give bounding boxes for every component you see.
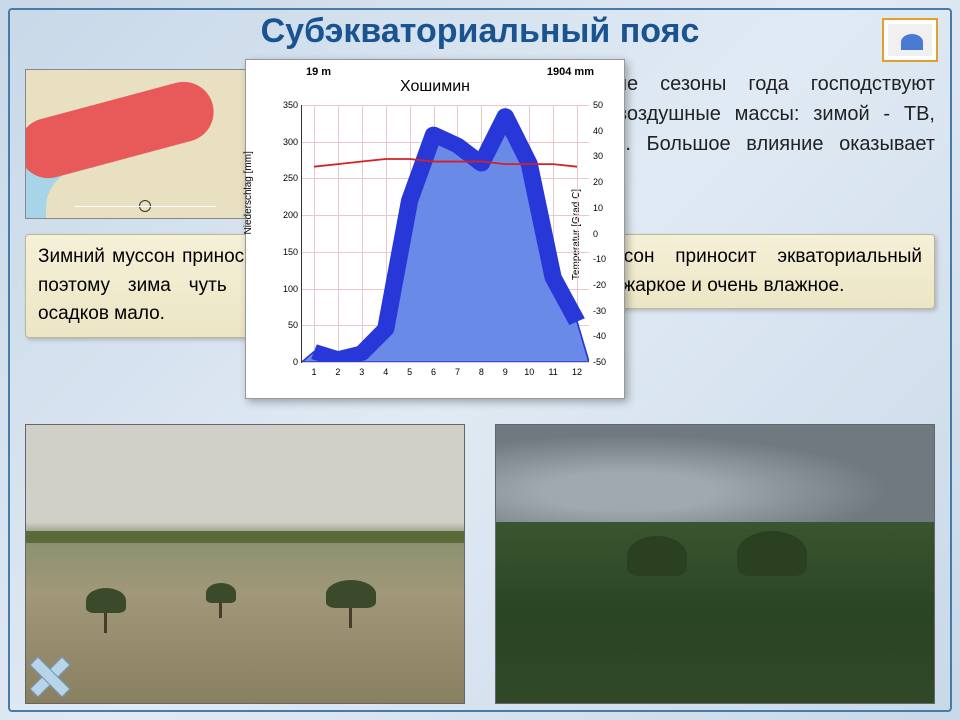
map-image xyxy=(25,69,265,219)
wet-season-photo xyxy=(495,424,935,704)
chart-ylabel-left: Niederschlag [mm] xyxy=(243,151,254,234)
chart-thumbnail-button[interactable] xyxy=(882,18,938,62)
chart-elevation: 19 m xyxy=(306,66,331,78)
chart-title: Хошимин xyxy=(246,78,624,96)
chart-plot-area: 050100150200250300350-50-40-30-20-100102… xyxy=(301,105,589,363)
climate-chart: 19 m 1904 mm Хошимин Niederschlag [mm] T… xyxy=(245,59,625,399)
chart-annual-precip: 1904 mm xyxy=(547,66,594,78)
dry-season-photo xyxy=(25,424,465,704)
close-icon[interactable] xyxy=(28,654,72,698)
content-area: В разные сезоны года господствуют разные… xyxy=(0,59,960,719)
